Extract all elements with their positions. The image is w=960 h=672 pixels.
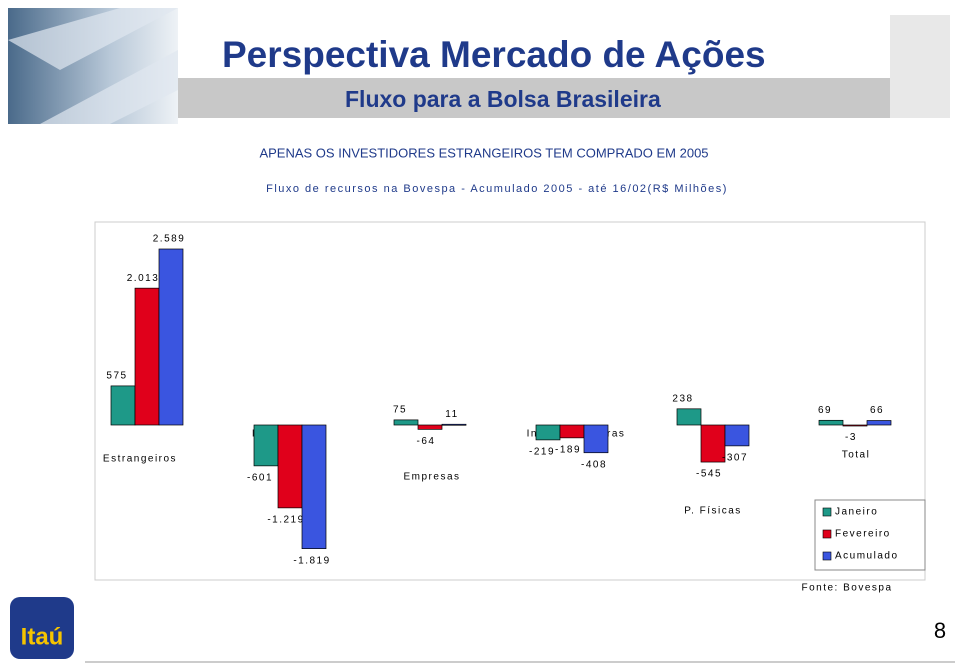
bar (158, 248, 184, 426)
legend-label: Acumulado (835, 551, 899, 562)
value-label: -3 (845, 432, 857, 443)
bar (842, 424, 868, 427)
value-label: -408 (581, 459, 607, 470)
legend-swatch (822, 551, 832, 561)
legend-swatch (822, 507, 832, 517)
bar (559, 424, 585, 439)
value-label: 2.013 (127, 273, 160, 284)
page-number: 8 (934, 618, 946, 643)
legend-swatch (822, 529, 832, 539)
bar (700, 424, 726, 463)
value-label: -601 (247, 472, 273, 483)
bar (417, 424, 443, 430)
bar (134, 287, 160, 426)
value-label: 238 (672, 393, 693, 404)
header-decoration (8, 8, 178, 124)
bar (393, 419, 419, 426)
value-label: 11 (445, 409, 458, 420)
value-label: -189 (555, 444, 581, 455)
logo-box (10, 597, 74, 659)
plot: Estrangeiros5752.0132.589Institucional-6… (103, 234, 892, 566)
headline: APENAS OS INVESTIDORES ESTRANGEIROS TEM … (259, 145, 708, 160)
plot-frame (94, 221, 926, 581)
value-label: -307 (722, 453, 748, 464)
value-label: -64 (417, 436, 436, 447)
slide-subtitle: Fluxo para a Bolsa Brasileira (345, 86, 661, 112)
header-band (178, 78, 890, 118)
bar (110, 385, 136, 426)
category-label: Estrangeiros (103, 454, 177, 465)
value-label: -545 (696, 469, 722, 480)
category-label: P. Físicas (684, 506, 742, 517)
value-label: -1.819 (293, 555, 330, 566)
value-label: 69 (818, 405, 832, 416)
bar (535, 424, 561, 441)
bar (301, 424, 327, 550)
bar (724, 424, 750, 447)
category-label: Total (842, 450, 871, 461)
value-label: 2.589 (153, 234, 186, 245)
legend: Janeiro Fevereiro Acumulado (822, 507, 899, 562)
legend-box (814, 499, 926, 571)
category-label: Empresas (403, 472, 460, 483)
header-band-right (890, 15, 950, 118)
legend-label: Fevereiro (835, 529, 891, 540)
bar (441, 423, 467, 426)
logo: Itaú (21, 623, 64, 650)
slide-title: Perspectiva Mercado de Ações (222, 34, 766, 75)
bar (676, 408, 702, 426)
value-label: 66 (870, 405, 884, 416)
bar (866, 420, 892, 426)
value-label: 575 (106, 371, 127, 382)
bar (583, 424, 609, 454)
bar (277, 424, 303, 509)
bar (818, 419, 844, 426)
legend-label: Janeiro (835, 507, 878, 518)
source: Fonte: Bovespa (801, 583, 892, 594)
bar (253, 424, 279, 467)
chart-title: Fluxo de recursos na Bovespa - Acumulado… (266, 183, 728, 195)
value-label: 75 (393, 405, 407, 416)
value-label: -219 (529, 447, 555, 458)
value-label: -1.219 (267, 515, 304, 526)
